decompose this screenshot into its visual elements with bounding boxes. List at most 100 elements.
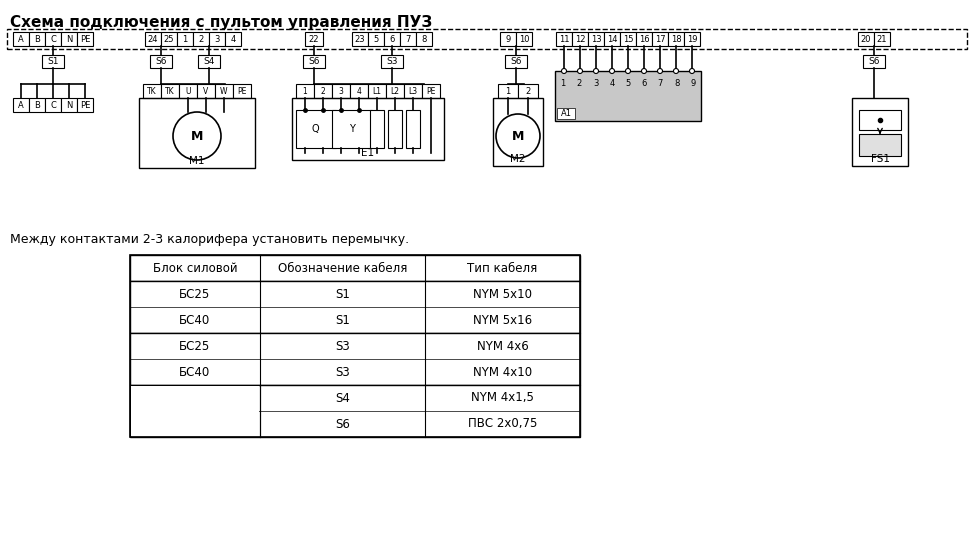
Bar (384, 32, 400, 46)
Bar (350, 84, 367, 98)
Text: 9: 9 (690, 78, 695, 88)
Bar (13, 98, 29, 112)
Bar (192, 32, 209, 46)
Text: S1: S1 (47, 57, 59, 66)
Text: S3: S3 (335, 339, 350, 353)
Text: 1: 1 (182, 35, 188, 44)
Text: 22: 22 (309, 35, 319, 44)
Bar (421, 84, 440, 98)
Bar (635, 32, 652, 46)
Bar (130, 255, 579, 437)
Text: M1: M1 (190, 156, 204, 166)
Text: 3: 3 (214, 35, 220, 44)
Text: 2: 2 (576, 78, 581, 88)
Circle shape (625, 68, 630, 73)
Text: S6: S6 (868, 57, 879, 66)
Bar (179, 84, 196, 98)
Bar (851, 98, 907, 166)
Text: M: M (511, 129, 524, 143)
Text: S1: S1 (335, 314, 350, 327)
Text: A: A (19, 35, 23, 44)
Text: БС25: БС25 (179, 288, 210, 300)
Text: 12: 12 (574, 35, 584, 44)
Bar (556, 32, 572, 46)
Text: C: C (50, 100, 56, 110)
Bar (7, 29, 966, 49)
Bar (386, 84, 404, 98)
Bar (619, 32, 635, 46)
Text: 2: 2 (525, 87, 531, 95)
Text: 8: 8 (421, 35, 426, 44)
Bar (554, 71, 701, 121)
Circle shape (561, 68, 566, 73)
Bar (381, 55, 403, 68)
Text: БС40: БС40 (179, 365, 210, 379)
Text: 7: 7 (404, 35, 410, 44)
Text: S1: S1 (335, 288, 350, 300)
Text: Между контактами 2-3 калорифера установить перемычку.: Между контактами 2-3 калорифера установи… (10, 233, 408, 246)
Text: PE: PE (80, 100, 90, 110)
Text: 18: 18 (670, 35, 681, 44)
Text: S6: S6 (155, 57, 167, 66)
Text: S4: S4 (335, 392, 350, 404)
Text: 2: 2 (198, 35, 203, 44)
Bar (77, 98, 93, 112)
Bar (296, 110, 335, 148)
Circle shape (576, 68, 582, 73)
Bar (209, 32, 225, 46)
Bar (42, 55, 64, 68)
Circle shape (689, 68, 694, 73)
Text: N: N (65, 35, 72, 44)
Bar (331, 84, 350, 98)
Text: Блок силовой: Блок силовой (152, 262, 237, 274)
Bar (130, 385, 579, 437)
Text: S4: S4 (203, 57, 215, 66)
Bar (367, 84, 386, 98)
Bar (161, 32, 177, 46)
Bar (149, 55, 172, 68)
Text: 1: 1 (560, 78, 565, 88)
Text: 15: 15 (622, 35, 632, 44)
Bar (197, 55, 220, 68)
Text: TK: TK (147, 87, 156, 95)
Text: A: A (19, 100, 23, 110)
Text: FS1: FS1 (870, 154, 889, 164)
Bar (130, 255, 579, 281)
Bar (857, 32, 873, 46)
Text: NYM 4х1,5: NYM 4х1,5 (471, 392, 533, 404)
Text: NYM 4х6: NYM 4х6 (476, 339, 528, 353)
Bar (45, 32, 61, 46)
Bar (29, 98, 45, 112)
Bar (77, 32, 93, 46)
Bar (604, 32, 619, 46)
Bar (161, 84, 179, 98)
Text: N: N (65, 100, 72, 110)
Text: E1: E1 (361, 148, 374, 158)
Bar (516, 32, 531, 46)
Bar (862, 55, 884, 68)
Text: 1: 1 (302, 87, 307, 95)
Bar (61, 98, 77, 112)
Bar (367, 32, 384, 46)
Text: PE: PE (80, 35, 90, 44)
Text: U: U (185, 87, 191, 95)
Bar (504, 55, 527, 68)
Text: 5: 5 (373, 35, 378, 44)
Text: 5: 5 (624, 78, 630, 88)
Text: БС40: БС40 (179, 314, 210, 327)
Bar (499, 32, 516, 46)
Bar (130, 307, 579, 333)
Bar (130, 333, 579, 385)
Bar (61, 32, 77, 46)
Bar (314, 84, 331, 98)
Bar (196, 84, 215, 98)
Text: 2: 2 (320, 87, 325, 95)
Text: 21: 21 (875, 35, 886, 44)
Bar (873, 32, 889, 46)
Bar (497, 84, 518, 98)
Circle shape (609, 68, 614, 73)
Bar (405, 110, 419, 148)
Text: 14: 14 (606, 35, 616, 44)
Bar (305, 32, 322, 46)
Text: 7: 7 (658, 78, 662, 88)
